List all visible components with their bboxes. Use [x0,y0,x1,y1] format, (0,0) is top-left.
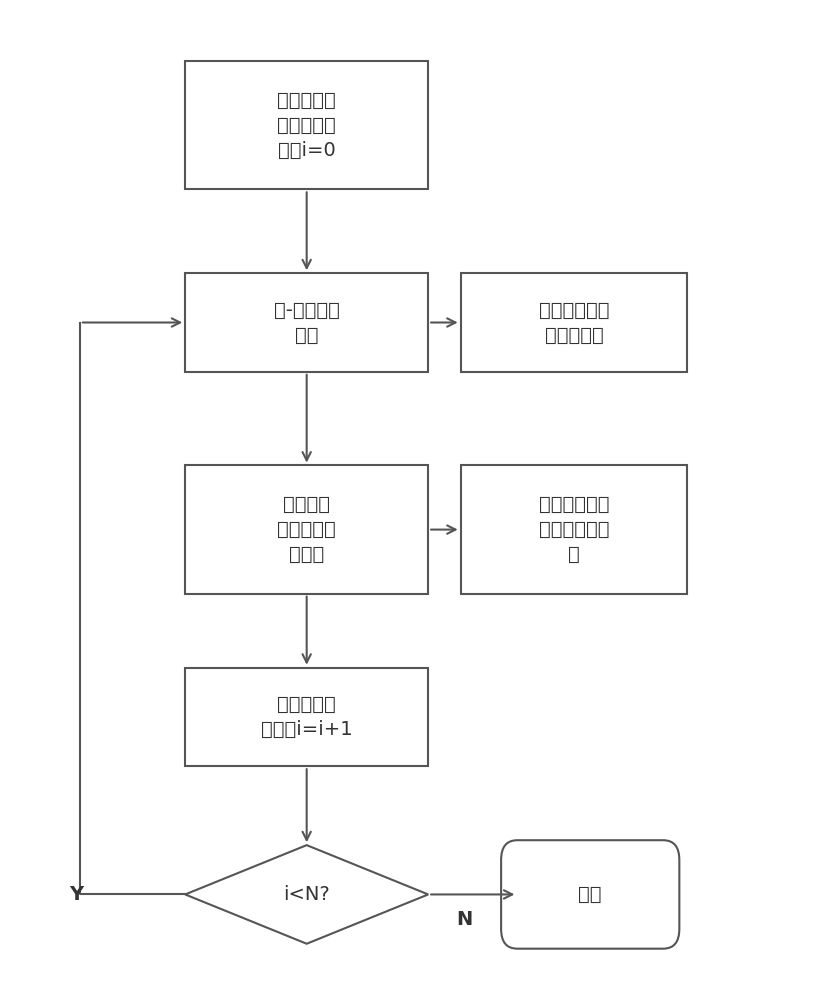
FancyBboxPatch shape [461,465,687,594]
Polygon shape [185,845,428,944]
Text: i<N?: i<N? [283,885,330,904]
FancyBboxPatch shape [185,273,428,372]
Text: 输出磨损量和
磨损方向分布
场: 输出磨损量和 磨损方向分布 场 [539,495,609,564]
Text: 计算磨损
量，确定磨
损方向: 计算磨损 量，确定磨 损方向 [278,495,336,564]
Text: Y: Y [68,885,83,904]
Text: N: N [456,910,473,929]
Text: 输出温度场和
接触压力场: 输出温度场和 接触压力场 [539,300,609,344]
FancyBboxPatch shape [185,668,428,766]
Text: 结束: 结束 [578,885,602,904]
Text: 耦合过程离
散化，并初
始化i=0: 耦合过程离 散化，并初 始化i=0 [278,91,336,160]
FancyBboxPatch shape [501,840,679,949]
FancyBboxPatch shape [461,273,687,372]
FancyBboxPatch shape [185,61,428,189]
FancyBboxPatch shape [185,465,428,594]
Text: 热-机械耦合
分析: 热-机械耦合 分析 [274,300,339,344]
Text: 更新有限元
模型，i=i+1: 更新有限元 模型，i=i+1 [261,695,353,739]
